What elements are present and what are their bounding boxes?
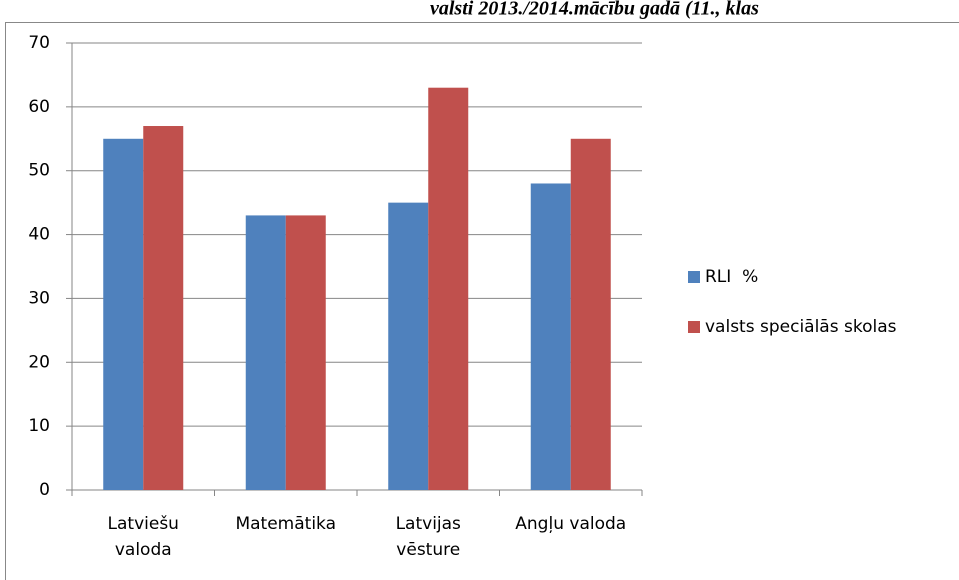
- y-tick-label: 40: [28, 225, 50, 245]
- x-tick-label: Angļu valoda: [515, 514, 626, 534]
- y-tick-label: 30: [28, 288, 50, 308]
- legend-swatch: [688, 321, 700, 333]
- legend-label: valsts speciālās skolas: [705, 317, 897, 337]
- y-tick-label: 60: [28, 97, 50, 117]
- bar: [428, 87, 469, 490]
- legend-swatch: [688, 271, 700, 283]
- y-tick-label: 0: [39, 480, 50, 500]
- bar: [388, 202, 429, 490]
- y-tick-label: 10: [28, 416, 50, 436]
- bar: [285, 215, 326, 490]
- y-tick-label: 20: [28, 352, 50, 372]
- title-bg: [420, 0, 959, 22]
- legend-label: RLI %: [705, 267, 758, 287]
- chart-title: valsti 2013./2014.mācību gadā (11., klas: [430, 0, 759, 20]
- x-tick-label: vēsture: [396, 540, 460, 560]
- y-tick-label: 70: [28, 33, 50, 53]
- x-tick-label: Latvijas: [396, 514, 461, 534]
- bar: [570, 138, 611, 491]
- bar: [103, 138, 144, 491]
- y-tick-label: 50: [28, 161, 50, 181]
- bar: [245, 215, 286, 490]
- x-tick-label: valoda: [115, 540, 172, 560]
- bar: [143, 126, 184, 490]
- bar: [530, 183, 571, 490]
- x-tick-label: Latviešu: [108, 514, 179, 534]
- x-tick-label: Matemātika: [235, 514, 336, 534]
